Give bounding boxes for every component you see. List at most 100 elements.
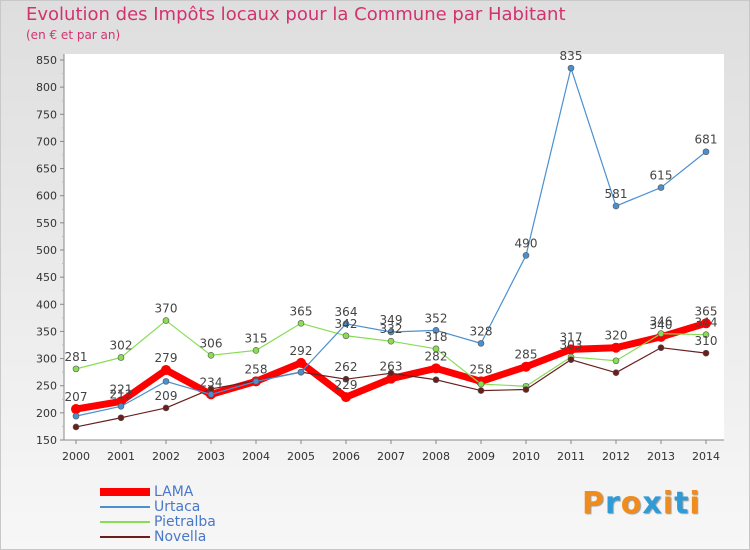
data-point-lama (71, 404, 81, 415)
data-label-lama: 317 (560, 330, 583, 344)
y-tick-label: 200 (36, 407, 57, 420)
x-tick-label: 2001 (107, 450, 135, 463)
data-point-urtaca (477, 340, 485, 347)
data-point-urtaca (432, 327, 440, 334)
data-point-novella (522, 386, 530, 393)
data-label-pietralba: 342 (335, 317, 358, 331)
data-label-pietralba: 281 (65, 350, 88, 364)
y-tick-label: 650 (36, 163, 57, 176)
data-point-pietralba (432, 345, 440, 353)
chart-subtitle: (en € et par an) (26, 28, 121, 42)
data-label-novella: 262 (335, 360, 358, 374)
data-point-lama (116, 396, 126, 407)
data-point-pietralba (702, 331, 710, 338)
data-label-lama: 279 (155, 351, 178, 365)
data-point-pietralba (252, 347, 260, 354)
data-label-lama: 229 (335, 378, 358, 392)
data-point-novella (657, 344, 665, 352)
data-label-lama: 221 (110, 382, 133, 396)
y-tick-label: 600 (36, 190, 57, 203)
x-tick-label: 2005 (287, 450, 315, 463)
data-label-lama: 282 (425, 349, 448, 363)
data-point-urtaca (207, 391, 215, 398)
x-tick-label: 2011 (557, 450, 585, 463)
data-label-urtaca: 364 (335, 305, 358, 319)
y-tick-label: 400 (36, 298, 57, 311)
data-point-urtaca (72, 412, 80, 420)
y-tick-label: 350 (36, 325, 57, 338)
data-label-urtaca: 212 (110, 387, 133, 401)
data-label-urtaca: 328 (470, 324, 493, 338)
data-point-urtaca (252, 378, 260, 385)
data-point-urtaca (612, 202, 620, 210)
data-point-lama (386, 373, 396, 384)
data-label-lama: 285 (515, 348, 538, 362)
legend-swatch (100, 535, 150, 538)
y-tick-label: 850 (36, 54, 57, 67)
data-label-lama: 365 (695, 304, 718, 318)
x-tick-label: 2013 (647, 450, 675, 463)
legend-item-urtaca: Urtaca (100, 499, 216, 515)
x-tick-label: 2012 (602, 450, 630, 463)
legend-item-lama: LAMA (100, 483, 216, 500)
data-label-lama: 340 (650, 318, 673, 332)
y-tick-label: 450 (36, 271, 57, 284)
data-point-novella (117, 414, 125, 422)
data-label-urtaca: 349 (380, 313, 403, 327)
proxiti-logo: Proxiti (582, 486, 701, 521)
x-tick-label: 2006 (332, 450, 360, 463)
data-point-lama (701, 318, 711, 329)
data-label-pietralba: 303 (560, 338, 583, 352)
data-point-pietralba (162, 317, 170, 324)
data-point-novella (342, 375, 350, 383)
legend-label: LAMA (154, 483, 194, 500)
data-label-pietralba: 306 (200, 336, 223, 350)
data-point-novella (162, 404, 170, 412)
data-label-pietralba: 344 (695, 316, 718, 330)
data-point-urtaca (117, 403, 125, 410)
y-tick-label: 250 (36, 380, 57, 393)
legend-swatch (100, 505, 150, 508)
data-point-urtaca (567, 64, 575, 72)
data-point-urtaca (387, 328, 395, 336)
x-tick-label: 2014 (692, 450, 720, 463)
data-point-novella (612, 369, 620, 376)
data-label-lama: 258 (470, 362, 493, 376)
data-point-pietralba (297, 319, 305, 327)
chart-title: Evolution des Impôts locaux pour la Comm… (26, 4, 566, 25)
legend-swatch (100, 520, 150, 523)
x-tick-label: 2000 (62, 450, 90, 463)
data-point-urtaca (522, 252, 530, 259)
data-point-pietralba (612, 357, 620, 365)
data-point-urtaca (657, 184, 665, 191)
data-point-lama (296, 357, 306, 368)
data-point-pietralba (342, 332, 350, 340)
x-tick-label: 2008 (422, 450, 450, 463)
x-tick-label: 2003 (197, 450, 225, 463)
data-label-lama: 320 (605, 329, 628, 343)
data-point-pietralba (477, 380, 485, 388)
data-point-pietralba (207, 352, 215, 359)
y-tick-label: 700 (36, 135, 57, 148)
data-label-novella: 209 (155, 389, 178, 403)
data-point-lama (611, 342, 621, 353)
x-tick-label: 2010 (512, 450, 540, 463)
data-label-lama: 263 (380, 360, 403, 374)
data-point-urtaca (342, 320, 350, 328)
x-tick-label: 2004 (242, 450, 270, 463)
data-label-urtaca: 581 (605, 187, 628, 201)
legend-label: Pietralba (154, 513, 216, 530)
chart-legend: LAMA Urtaca Pietralba Novella (100, 483, 216, 545)
x-tick-label: 2002 (152, 450, 180, 463)
data-point-urtaca (702, 148, 710, 156)
data-point-pietralba (72, 365, 80, 373)
data-point-pietralba (387, 337, 395, 345)
data-label-lama: 258 (245, 362, 268, 376)
data-label-urtaca: 615 (650, 169, 673, 183)
y-tick-label: 150 (36, 434, 57, 447)
x-tick-label: 2009 (467, 450, 495, 463)
data-point-pietralba (117, 354, 125, 361)
legend-item-pietralba: Pietralba (100, 513, 216, 530)
data-point-lama (431, 363, 441, 374)
